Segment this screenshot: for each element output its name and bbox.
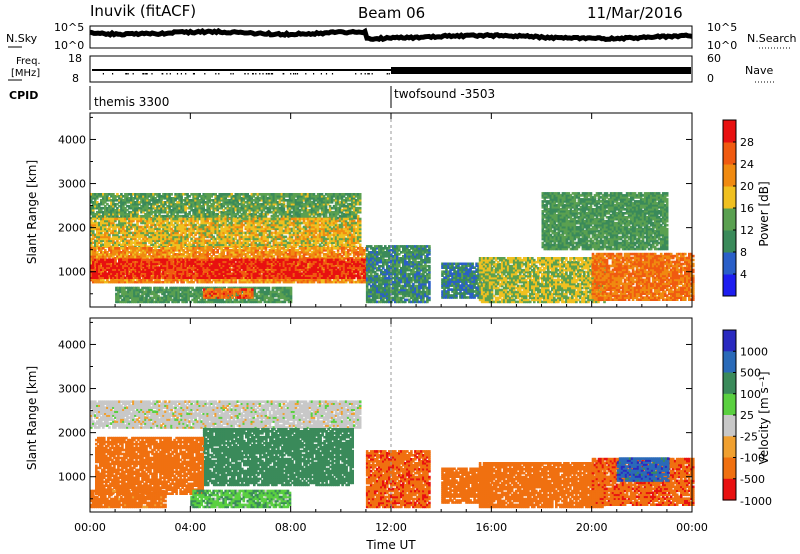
frequency-trace [92, 67, 691, 75]
echo-cell [358, 243, 362, 247]
freq-dot [305, 73, 307, 75]
date-title: 11/Mar/2016 [587, 4, 683, 22]
freq-band [391, 67, 691, 74]
echo-cell [264, 247, 268, 250]
freq-dot [180, 73, 182, 75]
nave-right-tick-top: 60 [707, 52, 721, 65]
freq-dot [295, 73, 297, 75]
noise-left-tick-top: 10^5 [54, 21, 84, 34]
echo-cell [166, 217, 169, 221]
echo-cell [358, 206, 362, 210]
freq-dot [320, 73, 322, 75]
nave-label: Nave [745, 64, 773, 77]
freq-dot [145, 73, 147, 75]
freq-dot [259, 73, 261, 75]
freq-label: Freq. [16, 56, 41, 67]
freq-dot [169, 73, 171, 75]
station-title: Inuvik (fitACF) [90, 2, 196, 20]
freq-dot [230, 73, 232, 75]
freq-dot [270, 73, 272, 75]
freq-dot [193, 73, 195, 75]
noise-right-tick-top: 10^5 [707, 21, 737, 34]
cpid-mode-2: twofsound -3503 [394, 87, 495, 101]
noise-left-label: N.Sky [6, 32, 38, 45]
freq-dot [215, 73, 217, 75]
freq-left-tick-bottom: 8 [72, 72, 79, 85]
noise-panel: N.Sky 10^5 10^0 10^5 10^0 N.Search [6, 21, 797, 52]
freq-dot [360, 73, 362, 75]
noise-line [89, 27, 693, 43]
freq-dot [102, 73, 104, 75]
nave-right-tick-bottom: 0 [707, 72, 714, 85]
freq-dot [143, 73, 145, 75]
freq-dot [313, 73, 315, 75]
freq-dot [290, 73, 292, 75]
echo-cell [358, 193, 362, 196]
freq-dot [166, 73, 168, 75]
beam-title: Beam 06 [358, 4, 425, 22]
frequency-panel: Freq. [MHz] 18 8 60 0 Nave [8, 52, 774, 85]
freq-dot [185, 73, 187, 75]
echo-cell [170, 193, 173, 196]
freq-dot [232, 73, 234, 75]
freq-dot [176, 73, 179, 75]
freq-dot [293, 73, 295, 75]
freq-dot [247, 73, 249, 75]
freq-dot [371, 73, 373, 75]
freq-dot [265, 73, 267, 75]
freq-dot [112, 73, 114, 75]
freq-dot [161, 73, 163, 75]
freq-dot [296, 73, 299, 75]
freq-dot [367, 73, 369, 75]
noise-trace [89, 27, 693, 43]
freq-dot [388, 73, 390, 75]
freq-dot [267, 73, 269, 75]
echo-cell [358, 217, 362, 221]
freq-dot [125, 73, 127, 75]
freq-dot [262, 73, 264, 75]
freq-dot [132, 73, 134, 75]
freq-dot [255, 73, 257, 75]
freq-dot [355, 73, 357, 75]
echo-cell [94, 217, 97, 221]
echo-cell [356, 214, 360, 218]
freq-dot [364, 73, 366, 75]
power-echo-cells [90, 192, 695, 304]
freq-dot [386, 73, 389, 75]
freq-dot [331, 73, 334, 75]
noise-left-tick-bottom: 10^0 [54, 39, 84, 52]
freq-dot [204, 73, 206, 75]
freq-left-tick-top: 18 [68, 52, 82, 65]
noise-right-tick-bottom: 10^0 [707, 39, 737, 52]
freq-dot [146, 73, 148, 75]
freq-unit: [MHz] [11, 68, 40, 79]
cpid-row: CPID themis 3300 twofsound -3503 [9, 86, 495, 110]
freq-dot [283, 73, 285, 75]
cpid-mode-1: themis 3300 [94, 95, 169, 109]
freq-dot [218, 73, 220, 75]
freq-dot [325, 73, 328, 75]
freq-dot [368, 73, 370, 75]
freq-dot [127, 73, 129, 75]
freq-dot [151, 73, 153, 75]
cpid-label: CPID [9, 89, 38, 102]
freq-dot [252, 73, 254, 75]
freq-dot [244, 73, 246, 75]
noise-right-label: N.Search [747, 32, 797, 45]
freq-dot [271, 73, 274, 75]
